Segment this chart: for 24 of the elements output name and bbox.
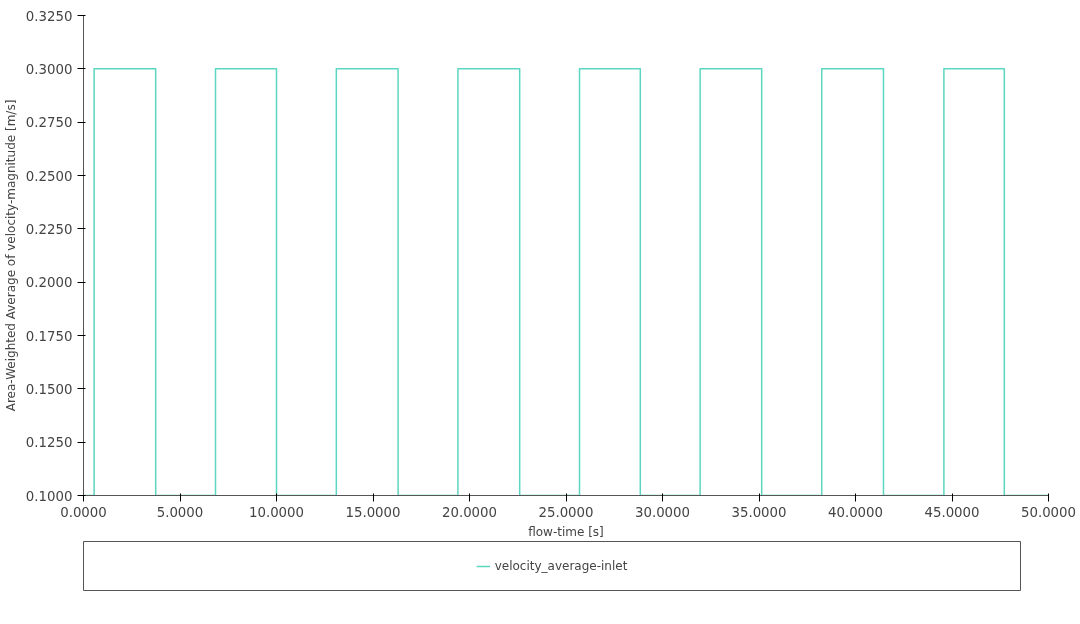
x-tick-label: 25.0000 [538, 504, 594, 520]
y-tick-label: 0.1250 [25, 435, 73, 451]
x-tick-label: 40.0000 [827, 504, 884, 520]
y-tick-label: 0.3250 [25, 8, 73, 24]
x-tick-label: 20.0000 [441, 504, 498, 520]
x-tick-label: 10.0000 [248, 504, 305, 520]
x-tick-label: 50.0000 [1020, 504, 1077, 520]
x-tick-label: 5.0000 [156, 504, 204, 520]
x-tick-label: 30.0000 [634, 504, 691, 520]
x-tick-label: 45.0000 [924, 504, 980, 520]
x-tick-label: 0.0000 [60, 504, 107, 520]
y-tick-label: 0.3000 [25, 61, 73, 77]
y-tick-label: 0.1500 [25, 381, 73, 397]
legend-label: velocity_average-inlet [494, 559, 628, 573]
y-axis-title: Area-Weighted Average of velocity-magnitude [m/s] [3, 99, 18, 412]
y-tick-label: 0.2000 [25, 275, 73, 291]
x-tick-label: 35.0000 [731, 504, 787, 520]
y-tick-label: 0.2750 [25, 115, 73, 131]
y-tick-label: 0.2500 [25, 168, 73, 184]
y-tick-label: 0.1000 [25, 488, 73, 504]
y-tick-label: 0.2250 [25, 221, 73, 237]
x-axis-title: flow-time [s] [528, 524, 604, 539]
x-tick-label: 15.0000 [345, 504, 401, 520]
y-tick-label: 0.1750 [25, 328, 73, 344]
